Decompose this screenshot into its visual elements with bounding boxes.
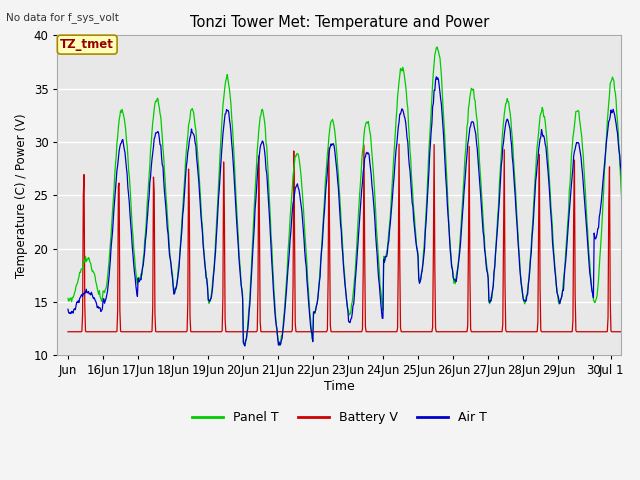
X-axis label: Time: Time xyxy=(324,380,355,393)
Text: No data for f_sys_volt: No data for f_sys_volt xyxy=(6,12,119,23)
Y-axis label: Temperature (C) / Power (V): Temperature (C) / Power (V) xyxy=(15,113,28,277)
Text: TZ_tmet: TZ_tmet xyxy=(60,38,114,51)
Title: Tonzi Tower Met: Temperature and Power: Tonzi Tower Met: Temperature and Power xyxy=(190,15,489,30)
Legend: Panel T, Battery V, Air T: Panel T, Battery V, Air T xyxy=(187,406,492,429)
